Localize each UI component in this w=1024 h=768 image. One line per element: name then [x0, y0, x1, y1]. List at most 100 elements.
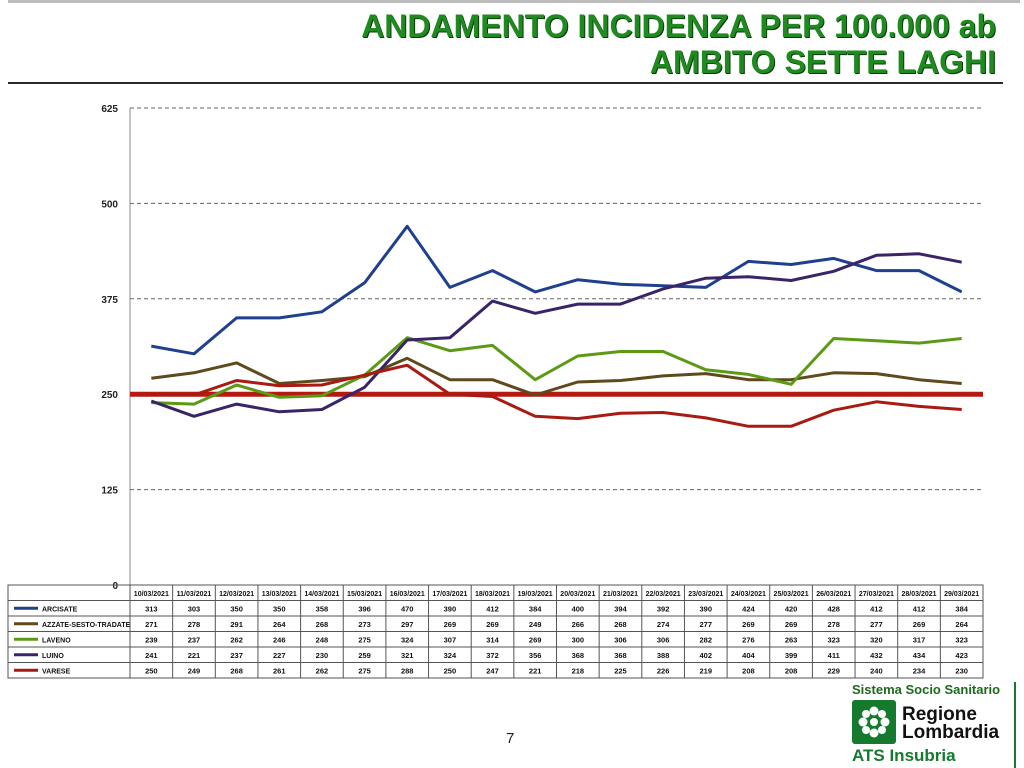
- table-cell-value: 314: [486, 635, 499, 644]
- table-cell-value: 390: [700, 604, 713, 613]
- table-cell-value: 263: [785, 635, 798, 644]
- table-cell-value: 269: [742, 620, 755, 629]
- table-cell-value: 208: [742, 666, 755, 675]
- chart-title-line2: AMBITO SETTE LAGHI: [649, 44, 996, 80]
- table-cell-value: 388: [657, 651, 670, 660]
- table-cell-value: 261: [273, 666, 286, 675]
- table-cell-value: 282: [700, 635, 713, 644]
- table-header-date: 25/03/2021: [774, 591, 809, 598]
- table-cell-value: 396: [358, 604, 371, 613]
- table-cell-value: 434: [913, 651, 926, 660]
- table-header-date: 12/03/2021: [219, 591, 254, 598]
- table-cell-value: 264: [955, 620, 968, 629]
- page-number: 7: [506, 730, 515, 747]
- table-cell-value: 350: [273, 604, 286, 613]
- table-cell-value: 307: [444, 635, 457, 644]
- legend-label: AZZATE-SESTO-TRADATE: [42, 622, 131, 629]
- table-cell-value: 368: [572, 651, 585, 660]
- series-line-arcisate: [151, 224, 963, 356]
- table-cell-value: 288: [401, 666, 414, 675]
- y-tick-label: 0: [112, 581, 118, 592]
- table-cell-value: 208: [785, 666, 798, 675]
- table-cell-value: 240: [870, 666, 883, 675]
- table-cell-value: 219: [700, 666, 713, 675]
- logo-ats-text: ATS Insubria: [852, 746, 956, 765]
- table-cell-value: 266: [572, 620, 585, 629]
- table-cell-value: 264: [273, 620, 286, 629]
- table-cell-value: 278: [188, 620, 201, 629]
- table-cell-value: 291: [230, 620, 243, 629]
- table-cell-value: 225: [614, 666, 627, 675]
- table-cell-value: 320: [870, 635, 883, 644]
- table-cell-value: 250: [444, 666, 457, 675]
- table-header-date: 21/03/2021: [603, 591, 638, 598]
- table-cell-value: 313: [145, 604, 158, 613]
- series-line-azzate-sesto-tradate: [151, 356, 962, 397]
- series-line-varese: [151, 363, 962, 428]
- table-header-date: 16/03/2021: [390, 591, 425, 598]
- table-cell-value: 394: [614, 604, 627, 613]
- table-cell-value: 278: [827, 620, 840, 629]
- table-cell-value: 218: [572, 666, 585, 675]
- logo-region-line2: Lombardia: [902, 722, 1000, 743]
- table-cell-value: 221: [188, 651, 201, 660]
- table-cell-value: 323: [827, 635, 840, 644]
- y-tick-label: 250: [101, 390, 118, 401]
- table-cell-value: 268: [316, 620, 329, 629]
- table-header-date: 27/03/2021: [859, 591, 894, 598]
- table-cell-value: 368: [614, 651, 627, 660]
- table-cell-value: 268: [230, 666, 243, 675]
- series-line-laveno: [151, 336, 962, 406]
- table-cell-value: 221: [529, 666, 542, 675]
- table-cell-value: 372: [486, 651, 499, 660]
- table-cell-value: 276: [742, 635, 755, 644]
- table-cell-value: 229: [827, 666, 840, 675]
- table-cell-value: 269: [913, 620, 926, 629]
- table-header-date: 14/03/2021: [304, 591, 339, 598]
- table-cell-value: 230: [316, 651, 329, 660]
- table-cell-value: 412: [486, 604, 499, 613]
- table-cell-value: 273: [358, 620, 371, 629]
- table-cell-value: 277: [870, 620, 883, 629]
- table-header-date: 10/03/2021: [134, 591, 169, 598]
- table-cell-value: 274: [657, 620, 670, 629]
- table-cell-value: 227: [273, 651, 286, 660]
- table-cell-value: 247: [486, 666, 499, 675]
- table-cell-value: 324: [401, 635, 414, 644]
- table-cell-value: 412: [913, 604, 926, 613]
- table-cell-value: 269: [529, 635, 542, 644]
- table-cell-value: 358: [316, 604, 329, 613]
- table-cell-value: 269: [486, 620, 499, 629]
- table-header-date: 28/03/2021: [902, 591, 937, 598]
- table-cell-value: 262: [316, 666, 329, 675]
- logo-divider: [1014, 682, 1016, 768]
- table-cell-value: 323: [955, 635, 968, 644]
- table-cell-value: 250: [145, 666, 158, 675]
- table-cell-value: 384: [529, 604, 542, 613]
- table-cell-value: 400: [572, 604, 585, 613]
- table-cell-value: 306: [657, 635, 670, 644]
- table-cell-value: 392: [657, 604, 670, 613]
- title-underline: [8, 82, 1003, 84]
- y-tick-label: 375: [101, 295, 118, 306]
- logo-region-line1: Regione: [902, 704, 977, 725]
- table-header-date: 23/03/2021: [688, 591, 723, 598]
- logo: Sistema Socio Sanitario Regione Lombardi…: [846, 680, 1016, 768]
- table-cell-value: 249: [188, 666, 201, 675]
- table-cell-value: 428: [827, 604, 840, 613]
- table-cell-value: 420: [785, 604, 798, 613]
- table-cell-value: 324: [444, 651, 457, 660]
- rose-symbol-icon: [858, 706, 890, 738]
- table-header-date: 15/03/2021: [347, 591, 382, 598]
- table-cell-value: 234: [913, 666, 926, 675]
- table-header-date: 22/03/2021: [646, 591, 681, 598]
- table-cell-value: 384: [955, 604, 968, 613]
- series-line-luino: [150, 252, 962, 418]
- table-header-date: 26/03/2021: [816, 591, 851, 598]
- legend-label: LUINO: [42, 653, 64, 660]
- table-header-date: 11/03/2021: [177, 591, 212, 598]
- y-tick-label: 500: [101, 199, 118, 210]
- legend-label: VARESE: [42, 668, 71, 675]
- table-cell-value: 300: [572, 635, 585, 644]
- table-cell-value: 226: [657, 666, 670, 675]
